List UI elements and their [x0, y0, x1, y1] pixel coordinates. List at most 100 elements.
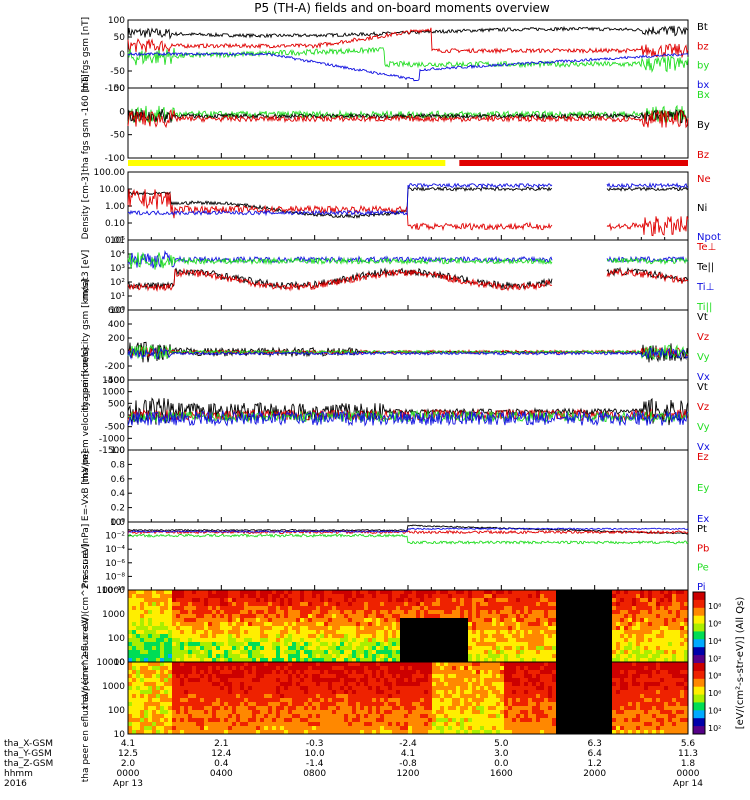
heatmap-cell [420, 626, 425, 631]
heatmap-cell [444, 598, 449, 603]
heatmap-cell [312, 710, 317, 715]
heatmap-cell [536, 694, 541, 699]
heatmap-cell [156, 702, 161, 707]
heatmap-cell [456, 710, 461, 715]
heatmap-cell [488, 598, 493, 603]
heatmap-cell [464, 622, 469, 627]
heatmap-cell [472, 726, 477, 731]
heatmap-cell [564, 730, 569, 735]
heatmap-cell [328, 726, 333, 731]
heatmap-cell [552, 714, 557, 719]
heatmap-cell [364, 606, 369, 611]
heatmap-cell [480, 602, 485, 607]
heatmap-cell [404, 706, 409, 711]
heatmap-cell [388, 666, 393, 671]
heatmap-cell [376, 674, 381, 679]
heatmap-cell [148, 642, 153, 647]
heatmap-cell [260, 698, 265, 703]
heatmap-cell [656, 658, 661, 663]
heatmap-cell [564, 658, 569, 663]
heatmap-cell [552, 610, 557, 615]
heatmap-cell [288, 598, 293, 603]
heatmap-cell [152, 710, 157, 715]
heatmap-cell [580, 658, 585, 663]
heatmap-cell [304, 678, 309, 683]
heatmap-cell [488, 638, 493, 643]
ytick-label: 0.10 [105, 219, 125, 229]
heatmap-cell [408, 674, 413, 679]
heatmap-cell [164, 622, 169, 627]
heatmap-cell [240, 686, 245, 691]
heatmap-cell [168, 658, 173, 663]
heatmap-cell [632, 622, 637, 627]
heatmap-cell [336, 602, 341, 607]
heatmap-cell [652, 630, 657, 635]
heatmap-cell [484, 710, 489, 715]
heatmap-cell [440, 674, 445, 679]
heatmap-cell [436, 606, 441, 611]
heatmap-cell [276, 638, 281, 643]
heatmap-cell [176, 714, 181, 719]
heatmap-cell [296, 722, 301, 727]
heatmap-cell [328, 590, 333, 595]
heatmap-cell [500, 602, 505, 607]
heatmap-cell [636, 606, 641, 611]
heatmap-cell [340, 670, 345, 675]
heatmap-cell [156, 638, 161, 643]
heatmap-cell [272, 686, 277, 691]
heatmap-cell [180, 646, 185, 651]
heatmap-cell [580, 618, 585, 623]
heatmap-cell [576, 638, 581, 643]
heatmap-cell [388, 682, 393, 687]
heatmap-cell [496, 634, 501, 639]
heatmap-cell [328, 694, 333, 699]
heatmap-cell [512, 714, 517, 719]
heatmap-cell [344, 610, 349, 615]
heatmap-cell [420, 678, 425, 683]
heatmap-cell [156, 610, 161, 615]
heatmap-cell [244, 642, 249, 647]
heatmap-cell [184, 686, 189, 691]
heatmap-cell [264, 666, 269, 671]
heatmap-cell [308, 726, 313, 731]
heatmap-cell [480, 630, 485, 635]
region-bar-yellow [128, 160, 446, 166]
heatmap-cell [448, 686, 453, 691]
heatmap-cell [140, 630, 145, 635]
heatmap-cell [364, 626, 369, 631]
heatmap-cell [460, 706, 465, 711]
heatmap-cell [244, 638, 249, 643]
heatmap-cell [224, 642, 229, 647]
heatmap-cell [336, 642, 341, 647]
heatmap-cell [312, 630, 317, 635]
heatmap-cell [404, 626, 409, 631]
heatmap-cell [528, 610, 533, 615]
heatmap-cell [524, 630, 529, 635]
heatmap-cell [260, 638, 265, 643]
heatmap-cell [212, 722, 217, 727]
heatmap-cell [336, 674, 341, 679]
heatmap-cell [296, 630, 301, 635]
heatmap-cell [528, 606, 533, 611]
heatmap-cell [180, 594, 185, 599]
heatmap-cell [296, 606, 301, 611]
heatmap-cell [468, 642, 473, 647]
heatmap-cell [252, 658, 257, 663]
heatmap-cell [616, 614, 621, 619]
heatmap-cell [340, 706, 345, 711]
ytick-label: 1500 [102, 376, 125, 386]
heatmap-cell [556, 722, 561, 727]
heatmap-cell [448, 646, 453, 651]
heatmap-cell [312, 702, 317, 707]
heatmap-cell [404, 662, 409, 667]
heatmap-cell [344, 642, 349, 647]
heatmap-cell [508, 730, 513, 735]
heatmap-cell [144, 690, 149, 695]
heatmap-cell [572, 602, 577, 607]
heatmap-cell [324, 646, 329, 651]
heatmap-cell [416, 618, 421, 623]
heatmap-cell [456, 638, 461, 643]
heatmap-cell [400, 606, 405, 611]
heatmap-cell [204, 722, 209, 727]
heatmap-cell [472, 618, 477, 623]
